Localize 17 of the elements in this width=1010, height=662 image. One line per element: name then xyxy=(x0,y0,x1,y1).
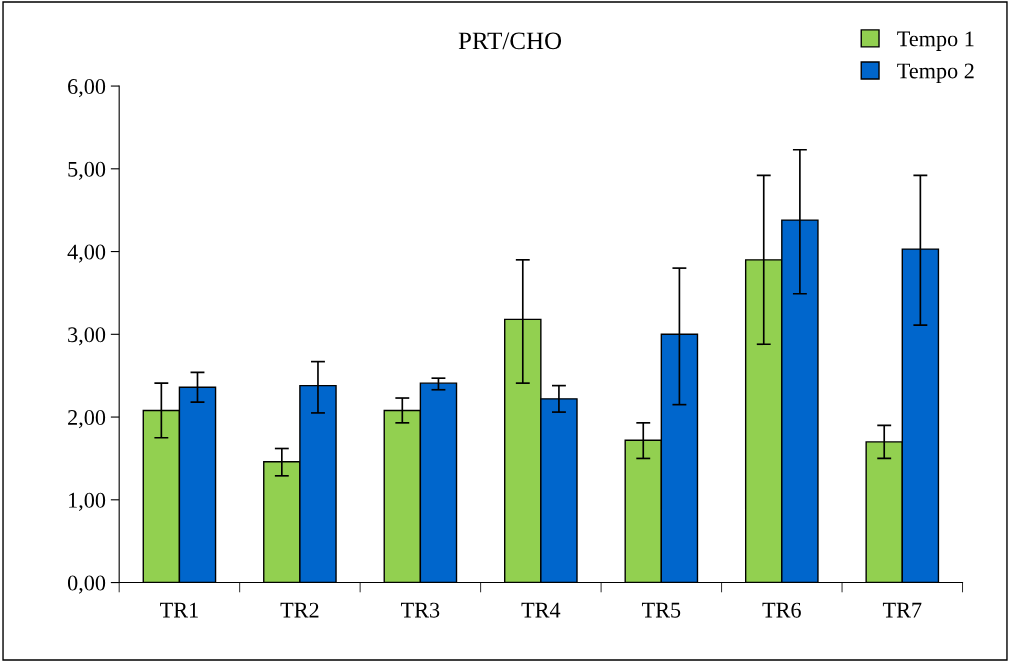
y-tick-label: 6,00 xyxy=(68,78,106,98)
y-tick-label: 3,00 xyxy=(68,327,106,346)
chart-title: PRT/CHO xyxy=(458,32,562,50)
x-tick-label: TR2 xyxy=(280,602,319,618)
x-tick-label: TR3 xyxy=(401,602,440,618)
x-tick-label: TR1 xyxy=(160,602,198,618)
x-tick-label: TR7 xyxy=(882,602,922,618)
y-tick-label: 1,00 xyxy=(69,492,106,511)
x-tick-label: TR5 xyxy=(641,602,681,618)
legend-label: Tempo 1 xyxy=(897,31,974,51)
y-tick-label: 5,00 xyxy=(68,161,106,180)
y-tick-label: 4,00 xyxy=(67,244,106,263)
y-tick-label: 0,00 xyxy=(67,575,106,594)
x-tick-label: TR6 xyxy=(762,602,801,618)
legend-label: Tempo 2 xyxy=(897,63,974,83)
y-tick-label: 2,00 xyxy=(68,409,106,429)
x-tick-label: TR4 xyxy=(521,602,561,618)
